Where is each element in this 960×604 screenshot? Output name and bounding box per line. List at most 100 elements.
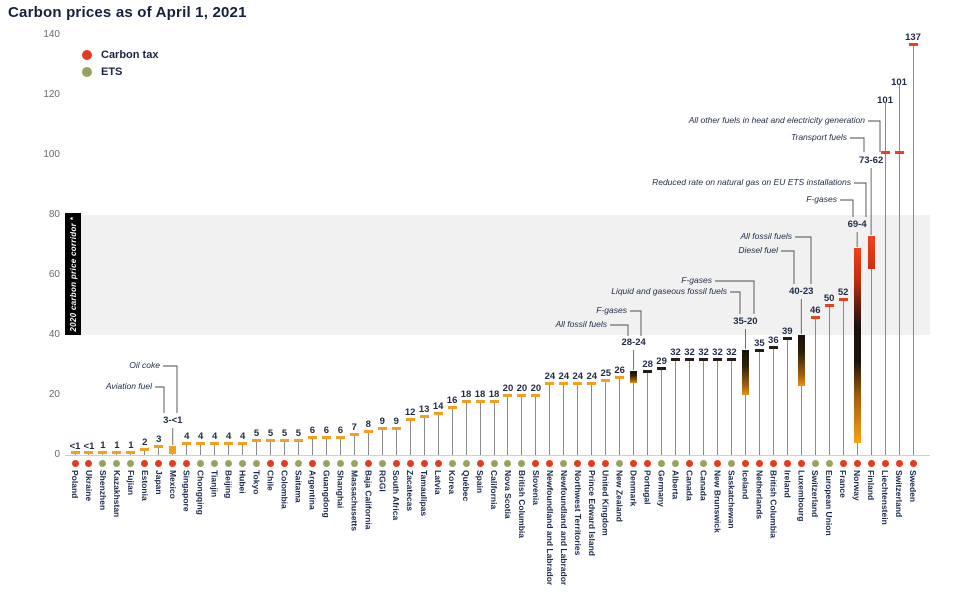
jurisdiction-label: Japan — [152, 470, 166, 604]
jurisdiction-label-text: Portugal — [642, 470, 653, 505]
jurisdiction-dot — [700, 459, 707, 467]
jurisdiction-label-text: Switzerland — [810, 470, 821, 518]
value-label: 1 — [100, 440, 106, 451]
value-label: 4 — [239, 431, 246, 442]
value-dash — [112, 450, 122, 454]
bar-line — [703, 359, 704, 455]
jurisdiction-label: Netherlands — [752, 470, 766, 604]
bar-line — [521, 395, 523, 455]
jurisdiction-label: Northwest Territories — [571, 470, 585, 604]
annotation-label: Transport fuels — [790, 132, 847, 142]
jurisdiction-label-text: Canada — [698, 470, 709, 501]
value-dash — [726, 357, 736, 361]
value-dash — [517, 393, 527, 397]
x-axis-line — [65, 455, 930, 456]
jurisdiction-label-text: Luxembourg — [796, 470, 807, 522]
range-label: 3-<1 — [163, 415, 183, 426]
jurisdiction-label-text: Japan — [153, 470, 164, 495]
jurisdiction-label: Chongqing — [194, 470, 208, 604]
jurisdiction-label-text: Chongqing — [195, 470, 206, 515]
value-dash — [475, 399, 485, 403]
bar-line — [186, 443, 188, 455]
price-corridor-box: 2020 carbon price corridor * — [65, 213, 81, 335]
value-label: 4 — [225, 431, 232, 442]
value-dash — [587, 381, 597, 385]
value-label: 1 — [114, 440, 120, 451]
bar-line — [730, 359, 732, 455]
bar-line — [144, 449, 146, 455]
jurisdiction-label-text: RGGI — [377, 470, 388, 492]
bar-line — [325, 437, 327, 455]
jurisdiction-dot — [476, 459, 484, 467]
value-label: 24 — [586, 371, 598, 382]
jurisdiction-label-text: Saskatchewan — [726, 470, 737, 529]
value-dash — [824, 303, 834, 307]
jurisdiction-label: Poland — [68, 470, 82, 604]
bar-line — [423, 416, 425, 455]
jurisdiction-label: Fujian — [124, 470, 138, 604]
value-label: 52 — [837, 287, 849, 298]
bar-line — [535, 395, 537, 455]
jurisdiction-dot — [253, 459, 261, 467]
jurisdiction-dot — [71, 459, 79, 467]
value-dash — [712, 357, 722, 361]
jurisdiction-label: Switzerland — [808, 470, 822, 604]
value-dash — [335, 435, 345, 439]
jurisdiction-label-text: Korea — [447, 470, 458, 495]
jurisdiction-dot — [867, 459, 875, 467]
value-label: 8 — [365, 419, 371, 430]
bar-line — [228, 443, 230, 455]
jurisdiction-dot — [169, 459, 177, 467]
value-dash — [908, 42, 918, 46]
value-dash — [98, 450, 108, 454]
jurisdiction-dot — [281, 459, 288, 467]
jurisdiction-label-text: Poland — [70, 470, 80, 499]
value-dash — [224, 441, 234, 445]
ets-dot-icon — [82, 66, 92, 77]
jurisdiction-label: Canada — [697, 470, 711, 604]
jurisdiction-label-text: Zacatecas — [405, 470, 416, 512]
value-label: 5 — [267, 428, 274, 439]
bar-line — [437, 413, 439, 455]
jurisdiction-label: Ireland — [780, 470, 794, 604]
jurisdiction-label: British Columbia — [766, 470, 780, 604]
annotation-label: All fossil fuels — [740, 231, 793, 241]
value-label: 18 — [488, 389, 500, 400]
jurisdiction-dot — [853, 459, 861, 467]
value-label: 2 — [142, 437, 148, 448]
legend-row-carbon-tax: Carbon tax — [82, 46, 158, 63]
value-label: 18 — [474, 389, 486, 400]
value-dash — [573, 381, 583, 385]
jurisdiction-dot — [211, 459, 219, 467]
value-label: 1 — [128, 440, 134, 451]
value-label: 6 — [337, 425, 343, 436]
jurisdiction-label-text: Estonia — [139, 470, 150, 501]
value-dash — [880, 150, 890, 154]
legend-ets-label: ETS — [101, 65, 123, 78]
value-label: 24 — [544, 371, 556, 382]
value-label: 32 — [726, 347, 737, 358]
annotation-label: F-gases — [806, 194, 837, 204]
value-dash — [182, 441, 192, 445]
jurisdiction-dot — [434, 459, 442, 467]
value-dash — [685, 357, 695, 361]
value-dash — [671, 357, 681, 361]
value-label: 16 — [446, 395, 458, 406]
value-dash — [615, 375, 625, 379]
value-label: 39 — [782, 326, 793, 337]
jurisdiction-label-text: Northwest Territories — [572, 470, 583, 556]
jurisdiction-dot — [686, 459, 694, 467]
annotation-label: Diesel fuel — [738, 245, 778, 255]
value-dash — [531, 393, 541, 397]
jurisdiction-dot — [336, 459, 344, 467]
jurisdiction-dot — [350, 459, 358, 467]
jurisdiction-label: Singapore — [180, 470, 194, 604]
value-label: 20 — [516, 383, 528, 394]
carbon-tax-dot-icon — [82, 49, 92, 60]
bar-line — [856, 443, 858, 455]
value-dash — [447, 405, 457, 409]
jurisdiction-dot — [518, 459, 526, 467]
jurisdiction-dot — [504, 459, 512, 467]
jurisdiction-label: RGGI — [375, 470, 389, 604]
jurisdiction-dot — [672, 459, 680, 467]
